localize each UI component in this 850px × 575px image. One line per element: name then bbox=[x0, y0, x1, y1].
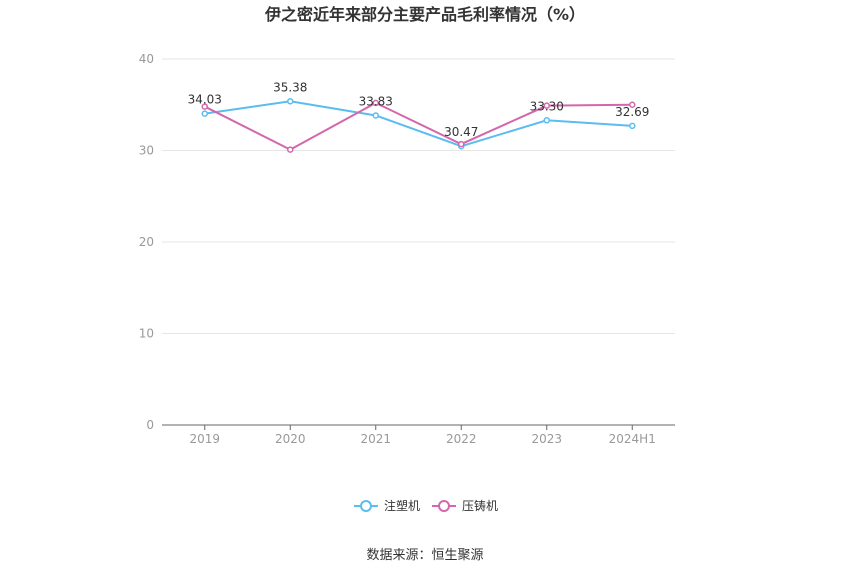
data-point bbox=[287, 146, 294, 153]
legend-item[interactable]: 注塑机 bbox=[354, 498, 420, 513]
data-point bbox=[543, 117, 550, 124]
y-tick-label: 30 bbox=[139, 144, 154, 158]
legend-marker bbox=[438, 500, 450, 512]
series-line bbox=[204, 100, 633, 148]
x-tick-label: 2021 bbox=[360, 432, 391, 446]
data-label: 33.30 bbox=[530, 99, 564, 113]
legend-label: 压铸机 bbox=[462, 498, 498, 513]
data-labels: 34.03 35.38 33.83 30.47 33.30 32.69 bbox=[188, 80, 650, 139]
data-point bbox=[201, 110, 208, 117]
x-tick-label: 2019 bbox=[189, 432, 220, 446]
x-axis: 2019 2020 2021 2022 2023 2024H1 bbox=[162, 424, 675, 446]
x-tick-label: 2023 bbox=[531, 432, 562, 446]
chart-title: 伊之密近年来部分主要产品毛利率情况（%） bbox=[264, 5, 585, 24]
y-axis: 0 10 20 30 40 bbox=[139, 52, 154, 432]
y-tick-label: 10 bbox=[139, 327, 154, 341]
source-note: 数据来源：恒生聚源 bbox=[366, 548, 483, 563]
data-point bbox=[458, 140, 465, 148]
data-point bbox=[629, 122, 636, 130]
data-label: 32.69 bbox=[615, 105, 649, 119]
data-label: 35.38 bbox=[273, 80, 307, 94]
x-tick-label: 2024H1 bbox=[609, 432, 656, 446]
legend-label: 注塑机 bbox=[384, 498, 420, 513]
data-label: 33.83 bbox=[359, 94, 393, 108]
data-label: 30.47 bbox=[444, 125, 478, 139]
data-point bbox=[287, 98, 294, 105]
data-point bbox=[372, 99, 379, 107]
legend-item[interactable]: 压铸机 bbox=[432, 498, 498, 513]
x-tick-label: 2020 bbox=[275, 432, 306, 446]
data-point bbox=[543, 102, 550, 109]
gridlines bbox=[162, 58, 675, 334]
series-layer bbox=[201, 98, 636, 153]
legend[interactable]: 注塑机 压铸机 bbox=[354, 498, 498, 513]
series-line bbox=[204, 101, 633, 151]
data-point bbox=[372, 112, 379, 119]
x-tick-label: 2022 bbox=[446, 432, 477, 446]
y-tick-label: 0 bbox=[146, 418, 154, 432]
data-point bbox=[629, 101, 636, 108]
data-label: 34.03 bbox=[188, 93, 222, 107]
y-tick-label: 40 bbox=[139, 52, 154, 66]
y-tick-label: 20 bbox=[139, 235, 154, 249]
data-point bbox=[201, 103, 208, 110]
legend-marker bbox=[360, 500, 372, 512]
